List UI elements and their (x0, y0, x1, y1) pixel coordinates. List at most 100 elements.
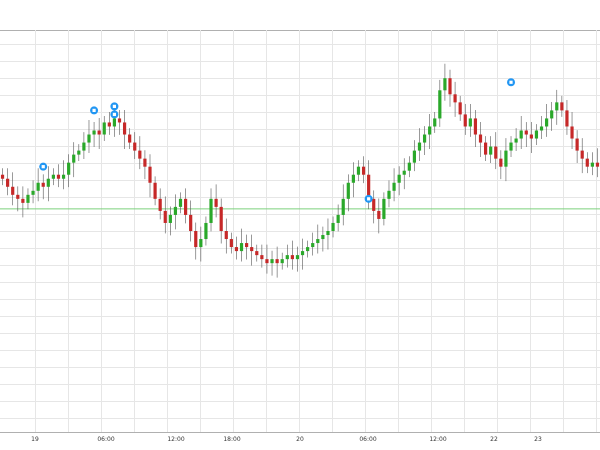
candle-body (219, 206, 223, 231)
candle-body (67, 162, 71, 175)
candle-body (11, 186, 15, 195)
candle-body (189, 214, 193, 231)
candle-body (153, 182, 157, 199)
candle (489, 136, 493, 164)
candle (194, 222, 198, 260)
candle (6, 168, 10, 196)
candle (316, 224, 320, 254)
candle-body (306, 247, 310, 252)
candle (453, 81, 457, 117)
candle-body (239, 243, 244, 252)
x-tick-label: 12:00 (167, 436, 184, 443)
candle (407, 156, 411, 178)
candle (11, 172, 15, 206)
candle (590, 152, 594, 176)
candle-body (351, 174, 355, 183)
candle (214, 184, 218, 218)
event-marker-icon[interactable] (364, 194, 373, 203)
candle-body (468, 118, 472, 127)
marker-glyph (112, 112, 117, 117)
candle-body (443, 78, 447, 91)
event-marker-icon[interactable] (39, 162, 48, 171)
candle-body (565, 110, 569, 127)
candle (199, 226, 203, 262)
candle (351, 162, 355, 198)
candle (377, 198, 381, 234)
candle-body (560, 102, 564, 111)
candle-body (585, 158, 589, 167)
candle (382, 192, 386, 226)
candle (290, 240, 294, 270)
candle (209, 188, 213, 232)
candle-body (433, 118, 437, 127)
candle-body (117, 118, 122, 123)
candle (138, 136, 142, 170)
candle-body (183, 198, 188, 215)
candle (524, 122, 528, 147)
candle (311, 232, 315, 256)
candle-body (361, 166, 366, 175)
candle (0, 168, 5, 186)
candle (595, 148, 600, 178)
event-marker-icon[interactable] (110, 110, 119, 119)
candle-body (545, 118, 549, 127)
candle (143, 150, 147, 180)
event-marker-icon[interactable] (507, 78, 516, 87)
candle (458, 95, 462, 121)
candle-body (87, 134, 91, 143)
candle (428, 114, 432, 149)
candle-body (250, 247, 254, 252)
candle-body (285, 255, 289, 260)
candle-body (316, 239, 320, 244)
candle-body (575, 138, 579, 151)
candle-body (16, 194, 20, 199)
candle-body (392, 182, 396, 191)
candle (509, 136, 513, 158)
candle-body (26, 194, 30, 203)
candle-body (245, 243, 249, 248)
candle-body (107, 122, 111, 127)
event-markers (39, 78, 516, 203)
candle-body (534, 130, 539, 139)
x-tick-label: 06:00 (359, 436, 376, 443)
candle (178, 192, 183, 214)
candle-body (346, 182, 350, 199)
candle-body (341, 198, 345, 215)
candle-body (158, 198, 162, 211)
candle-body (387, 190, 391, 199)
candle (117, 109, 122, 135)
candle-body (478, 134, 483, 143)
candle-body (61, 174, 66, 179)
candle-body (453, 94, 457, 103)
candle (21, 186, 25, 218)
candles (0, 63, 600, 278)
candle-body (128, 134, 132, 143)
event-marker-icon[interactable] (110, 102, 119, 111)
candle-body (519, 130, 523, 139)
candle-body (46, 178, 50, 187)
x-tick-label: 20 (296, 436, 304, 443)
candle-body (321, 235, 325, 240)
candle-body (397, 174, 401, 183)
candle-body (138, 150, 142, 159)
candle-body (163, 210, 167, 223)
candle (361, 156, 366, 184)
candle-body (229, 239, 233, 248)
candle (539, 116, 544, 139)
candle-body (514, 138, 518, 143)
event-marker-icon[interactable] (90, 106, 99, 115)
candle-body (417, 142, 422, 151)
candle (280, 252, 284, 270)
candle (300, 238, 305, 270)
candle-body (72, 154, 76, 163)
candle-body (194, 231, 198, 248)
candle (107, 112, 111, 135)
marker-glyph (509, 80, 513, 84)
candle-body (214, 198, 218, 207)
candle-body (473, 118, 478, 135)
candle-body (290, 255, 294, 260)
candle-body (56, 174, 61, 179)
candle (67, 154, 71, 188)
candle-body (555, 102, 559, 111)
